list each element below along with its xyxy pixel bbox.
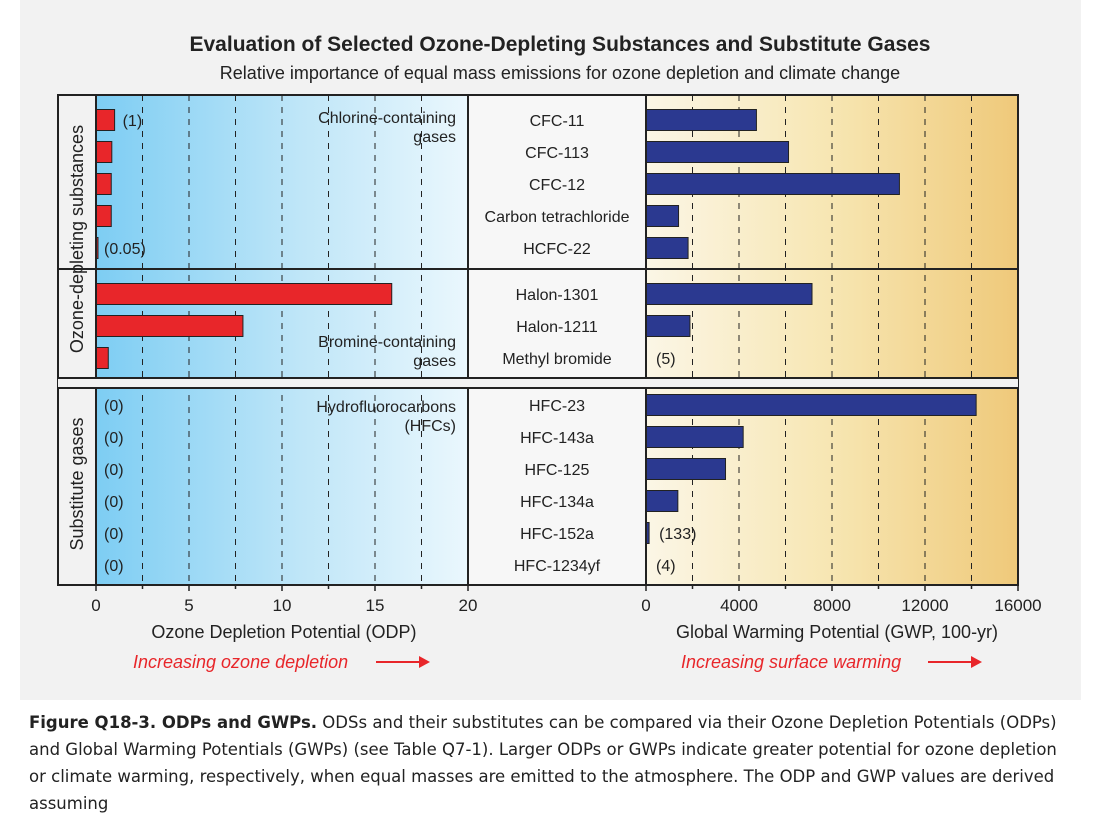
odp-bar [96,348,108,369]
section-gap [58,378,1018,388]
odp-bar [96,142,112,163]
odp-bar [96,110,115,131]
gwp-axis-label: Global Warming Potential (GWP, 100-yr) [676,622,998,642]
gwp-value-label: (133) [659,526,696,543]
gas-name-label: HFC-1234yf [514,558,601,575]
figure-caption: Figure Q18-3. ODPs and GWPs. ODSs and th… [29,709,1069,817]
bromine-group-label: gases [413,353,456,370]
gas-name-label: HCFC-22 [523,241,591,258]
gwp-bar [646,395,976,416]
hfc-group-label: Hydrofluorocarbons [316,399,456,416]
odp-value-label: (0) [104,398,124,415]
gas-name-label: CFC-11 [530,113,585,130]
gas-name-label: CFC-113 [525,145,589,162]
chlorine-group-label: Chlorine-containing [318,110,456,127]
odp-value-label: (0) [104,462,124,479]
gwp-bar [646,110,756,131]
gwp-bar [646,491,678,512]
caption-bold: Figure Q18-3. ODPs and GWPs. [29,713,317,732]
chart-subtitle: Relative importance of equal mass emissi… [220,63,900,83]
gas-name-label: Halon-1211 [516,319,598,336]
odp-bar [96,206,111,227]
surface-warming-label: Increasing surface warming [681,652,901,672]
odp-value-label: (0) [104,558,124,575]
odp-tick-label: 5 [184,596,193,615]
odp-tick-label: 15 [366,596,385,615]
gas-name-label: Carbon tetrachloride [485,209,630,226]
gas-name-label: CFC-12 [529,177,585,194]
gas-name-label: HFC-134a [520,494,594,511]
gwp-tick-label: 16000 [994,596,1041,615]
gwp-bar [646,459,726,480]
bromine-group-label: Bromine-containing [318,334,456,351]
side-label-ods: Ozone-depleting substances [67,125,87,353]
gwp-bar [646,142,789,163]
gwp-tick-label: 8000 [813,596,851,615]
odp-bar [96,316,243,337]
gwp-bar [646,238,688,259]
gwp-bar [646,427,743,448]
gas-name-label: HFC-152a [520,526,594,543]
odp-value-label: (0) [104,430,124,447]
gas-name-column [468,95,646,585]
odp-tick-label: 10 [273,596,292,615]
odp-axis-label: Ozone Depletion Potential (ODP) [151,622,416,642]
gas-name-label: HFC-125 [525,462,590,479]
odp-gwp-chart: Evaluation of Selected Ozone-Depleting S… [0,0,1100,700]
gas-name-label: Methyl bromide [502,351,611,368]
gwp-bar [646,206,679,227]
gas-name-label: Halon-1301 [516,287,599,304]
gwp-tick-label: 4000 [720,596,758,615]
odp-bar [96,174,111,195]
gwp-bar [646,316,690,337]
gas-name-label: HFC-143a [520,430,594,447]
hfc-group-label: (HFCs) [404,418,456,435]
side-label-substitutes: Substitute gases [67,417,87,550]
odp-value-label: (0.05) [104,241,146,258]
ozone-depletion-label: Increasing ozone depletion [133,652,348,672]
odp-bar [96,284,392,305]
chlorine-group-label: gases [413,129,456,146]
gwp-value-label: (5) [656,351,676,368]
gwp-bar [646,284,812,305]
odp-tick-label: 20 [459,596,478,615]
page: Evaluation of Selected Ozone-Depleting S… [0,0,1100,776]
ozone-depletion-label-arrowhead [419,656,430,668]
odp-value-label: (1) [123,113,143,130]
gwp-tick-label: 0 [641,596,650,615]
gwp-bar [646,174,899,195]
surface-warming-label-arrowhead [971,656,982,668]
gas-name-label: HFC-23 [529,398,585,415]
gwp-tick-label: 12000 [901,596,948,615]
chart-title: Evaluation of Selected Ozone-Depleting S… [190,33,931,56]
gwp-value-label: (4) [656,558,676,575]
odp-value-label: (0) [104,494,124,511]
odp-value-label: (0) [104,526,124,543]
odp-tick-label: 0 [91,596,100,615]
